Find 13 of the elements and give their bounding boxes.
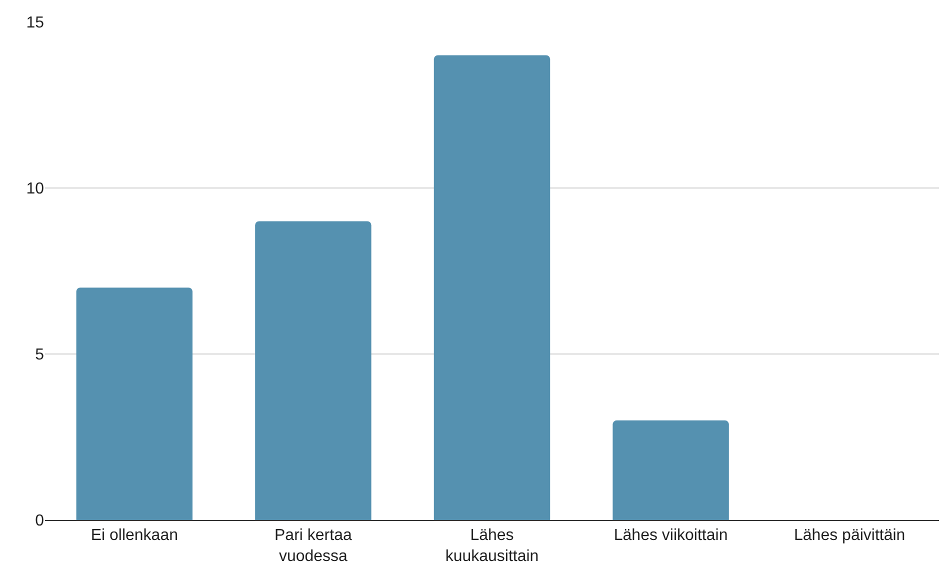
x-tick-label: Lähes päivittäin [794,527,906,544]
x-tick-label: Pari kertaa vuodessa [274,527,352,565]
y-tick-label: 5 [35,346,44,364]
bar [612,420,729,520]
y-tick-label: 10 [26,180,44,198]
x-tick-label: Lähes viikoittain [614,527,728,544]
bar [76,288,193,520]
x-tick-label: Lähes kuukausittain [445,527,539,565]
y-tick-label: 15 [26,14,44,32]
bar [434,55,550,520]
y-tick-label: 0 [35,512,44,530]
bar [255,221,372,520]
x-tick-label: Ei ollenkaan [90,527,178,544]
